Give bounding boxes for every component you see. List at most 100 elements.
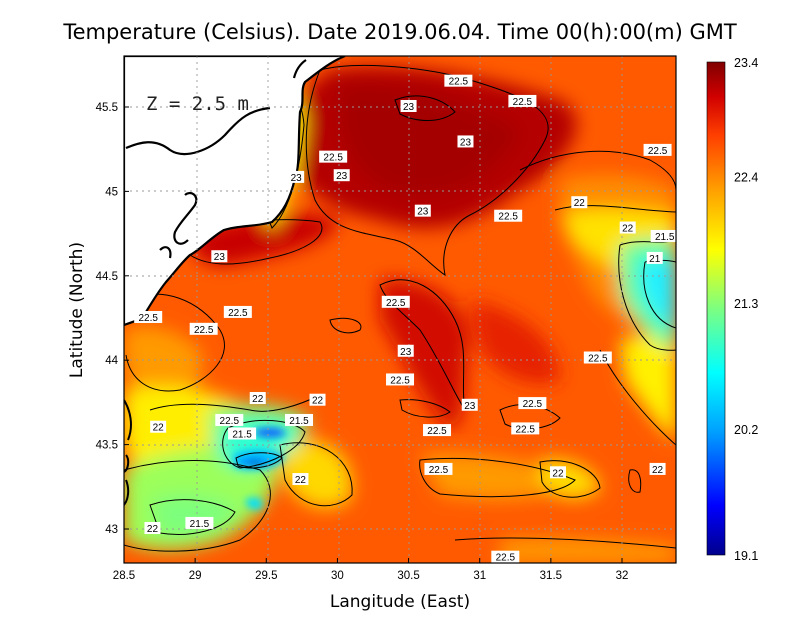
contour-label-box: [583, 351, 612, 364]
contour-label-box: [444, 74, 473, 87]
contour-label-box: [424, 462, 453, 475]
x-tick-label: 30.5: [397, 570, 419, 582]
y-tick-label: 43: [105, 524, 118, 536]
contour-label: 22.5: [491, 550, 520, 563]
contour-label-text: 22.5: [648, 146, 668, 157]
contour-label: 23: [400, 100, 417, 113]
contour-label: 22: [649, 462, 666, 476]
contour-label: 22: [292, 473, 309, 486]
contour-label: 23: [333, 169, 350, 182]
contour-label: 22.5: [518, 397, 547, 410]
contour-label-text: 22: [574, 198, 586, 209]
contour-label-text: 22: [622, 224, 634, 235]
y-tick-label: 45.5: [96, 102, 118, 114]
contour-label-box: [508, 94, 537, 107]
contour-label-box: [423, 424, 452, 437]
contour-label-box: [571, 196, 588, 209]
land-mask: [124, 56, 346, 506]
contour-label-text: 21.5: [289, 416, 309, 427]
contour-label-text: 22: [312, 396, 324, 407]
contour-label-box: [511, 422, 540, 435]
contour-label-box: [400, 100, 417, 112]
contour-label: 22.5: [381, 295, 410, 309]
contour-label-box: [414, 204, 431, 217]
contour-label-box: [461, 398, 478, 411]
chart-title: Temperature (Celsius). Date 2019.06.04. …: [62, 20, 737, 44]
contour-label-box: [643, 143, 672, 156]
y-axis: 43 43.5 44 44.5 45 45.5: [96, 102, 129, 536]
contour-label-box: [249, 392, 266, 405]
contour-label-text: 22.5: [449, 77, 469, 88]
contour-label: 23: [397, 344, 414, 358]
contour-label-text: 22.5: [323, 153, 343, 164]
contour-label-box: [309, 393, 326, 406]
contour-label-text: 21.5: [190, 519, 210, 530]
contour-label-box: [185, 516, 214, 529]
contour-label-text: 22.5: [390, 375, 410, 386]
contour-label-box: [397, 344, 414, 357]
contour-label-text: 22.5: [498, 212, 518, 223]
x-tick-label: 31: [473, 570, 486, 582]
contour-label-text: 23: [403, 102, 415, 113]
contour-label-box: [215, 413, 244, 426]
contour-label: 22.5: [423, 424, 452, 437]
contour-label-box: [285, 413, 314, 426]
x-axis-label: Langitude (East): [330, 592, 470, 612]
contour-label-box: [649, 462, 666, 475]
contour-label-text: 22: [552, 468, 564, 479]
contour-label-text: 23: [336, 171, 348, 182]
contour-label: 23: [414, 204, 431, 218]
contour-label-text: 22.5: [194, 325, 214, 336]
y-tick-label: 44.5: [96, 271, 118, 283]
contour-label-text: 21: [649, 254, 661, 265]
contour-label-text: 22.5: [523, 399, 543, 410]
contour-label-text: 23: [417, 207, 429, 218]
x-tick-label: 28.5: [113, 570, 135, 582]
contour-label-text: 21.5: [655, 232, 675, 243]
contour-label: 21.5: [185, 516, 214, 530]
contour-label-box: [228, 427, 257, 440]
contour-label: 23: [461, 398, 478, 412]
grid-lines: [124, 56, 676, 563]
colorbar-tick-label: 22.4: [734, 171, 758, 185]
contour-label-box: [292, 473, 309, 486]
contour-label-text: 22.5: [138, 313, 158, 324]
colorbar-tick-label: 23.4: [734, 56, 758, 70]
contour-label: 22.5: [444, 74, 473, 88]
contour-label-text: 23: [460, 137, 472, 148]
y-axis-label: Latitude (North): [67, 242, 87, 378]
contour-label-text: 22: [652, 465, 664, 476]
contour-label-text: 23: [464, 401, 476, 412]
contour-label-box: [619, 221, 636, 234]
contour-label-box: [144, 522, 161, 534]
contour-label: 22.5: [494, 209, 523, 223]
contour-label-text: 22.5: [220, 416, 240, 427]
contour-label: 22.5: [583, 351, 612, 365]
contour-label: 22.5: [319, 150, 348, 164]
colorbar: 23.4 22.4 21.3 20.2 19.1: [706, 56, 758, 563]
contour-label: 22: [150, 420, 167, 434]
colorbar-tick-label: 20.2: [734, 423, 758, 437]
contour-label: 22: [144, 522, 161, 535]
contour-label-box: [518, 397, 547, 410]
contour-label-box: [491, 550, 520, 563]
colorbar-tick-label: 21.3: [734, 297, 758, 311]
contour-label-box: [549, 466, 566, 479]
colorbar-ramp: [706, 61, 726, 556]
contour-label: 22.5: [508, 94, 537, 108]
contour-label: 21.5: [285, 413, 314, 427]
contour-label: 21: [646, 251, 663, 265]
contour-label: 21.5: [228, 427, 257, 440]
contour-label-text: 22.5: [429, 465, 449, 476]
contour-label: 23: [211, 250, 228, 263]
y-tick-label: 43.5: [96, 440, 118, 452]
x-tick-label: 30: [331, 570, 344, 582]
contour-label: 22.5: [223, 305, 252, 319]
contour-label-box: [381, 295, 410, 308]
contour-label: 22: [549, 466, 566, 479]
contour-label-text: 21.5: [232, 429, 252, 440]
contour-label-box: [189, 322, 218, 335]
contour-label-box: [386, 373, 415, 386]
